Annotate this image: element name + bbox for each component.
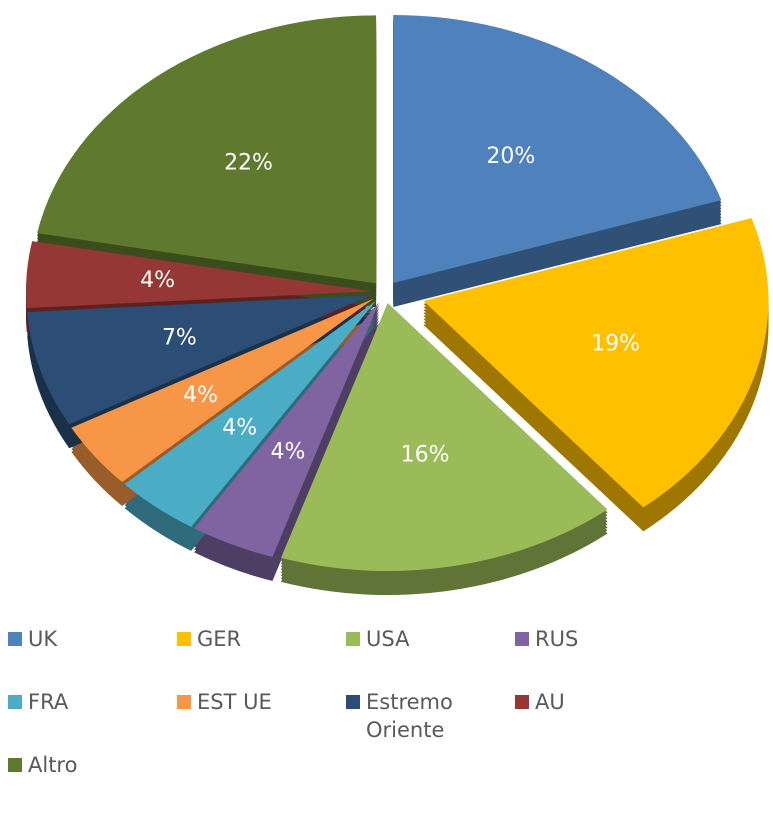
legend-label: USA [366,627,410,651]
legend-label: GER [197,627,242,651]
slice [26,241,372,309]
data-label: 20% [486,144,535,169]
data-label: 4% [183,383,218,408]
legend-item: FRA [8,688,177,751]
legend-swatch [8,695,22,709]
data-label: 7% [162,325,197,350]
legend-label: FRA [28,690,69,714]
legend-label: Estremo Oriente [366,690,453,742]
legend-swatch [177,632,191,646]
slice [393,14,722,283]
legend-item: GER [177,625,346,688]
slice [37,15,377,284]
data-label: 16% [401,443,450,468]
legend-swatch [177,695,191,709]
legend-item: AU [515,688,684,751]
legend-label: RUS [535,627,579,651]
data-label: 22% [224,151,273,176]
slice [124,300,377,527]
data-label: 19% [591,331,640,356]
legend-item: RUS [515,625,684,688]
legend-item: Estremo Oriente [346,688,515,751]
legend: UK GER USA RUS FRA EST UE Estremo Oriente AU Alt… [8,625,773,814]
legend-label: AU [535,690,565,714]
legend-item: Altro [8,751,177,814]
slice [423,218,769,508]
legend-swatch [515,632,529,646]
chart: 20%19%16%4%4%4%7%4%22% [26,14,769,596]
slice [281,303,608,572]
data-label: 4% [271,439,306,464]
page: 20% 19% 16% 4% 4% 4% 7% 4% 22% UK GER USA RUS FRA EST… [8,14,769,777]
slice [27,295,372,425]
legend-swatch [346,695,360,709]
legend-swatch [346,632,360,646]
data-label: 4% [140,268,175,293]
legend-label: UK [28,627,58,651]
legend-label: Altro [28,753,78,777]
legend-swatch [515,695,529,709]
slice [71,298,374,483]
legend-swatch [8,632,22,646]
legend-label: EST UE [197,690,272,714]
legend-item: EST UE [177,688,346,751]
legend-swatch [8,758,22,772]
slice [194,302,380,558]
legend-item: USA [346,625,515,688]
legend-item: UK [8,625,177,688]
data-label: 4% [222,416,257,441]
